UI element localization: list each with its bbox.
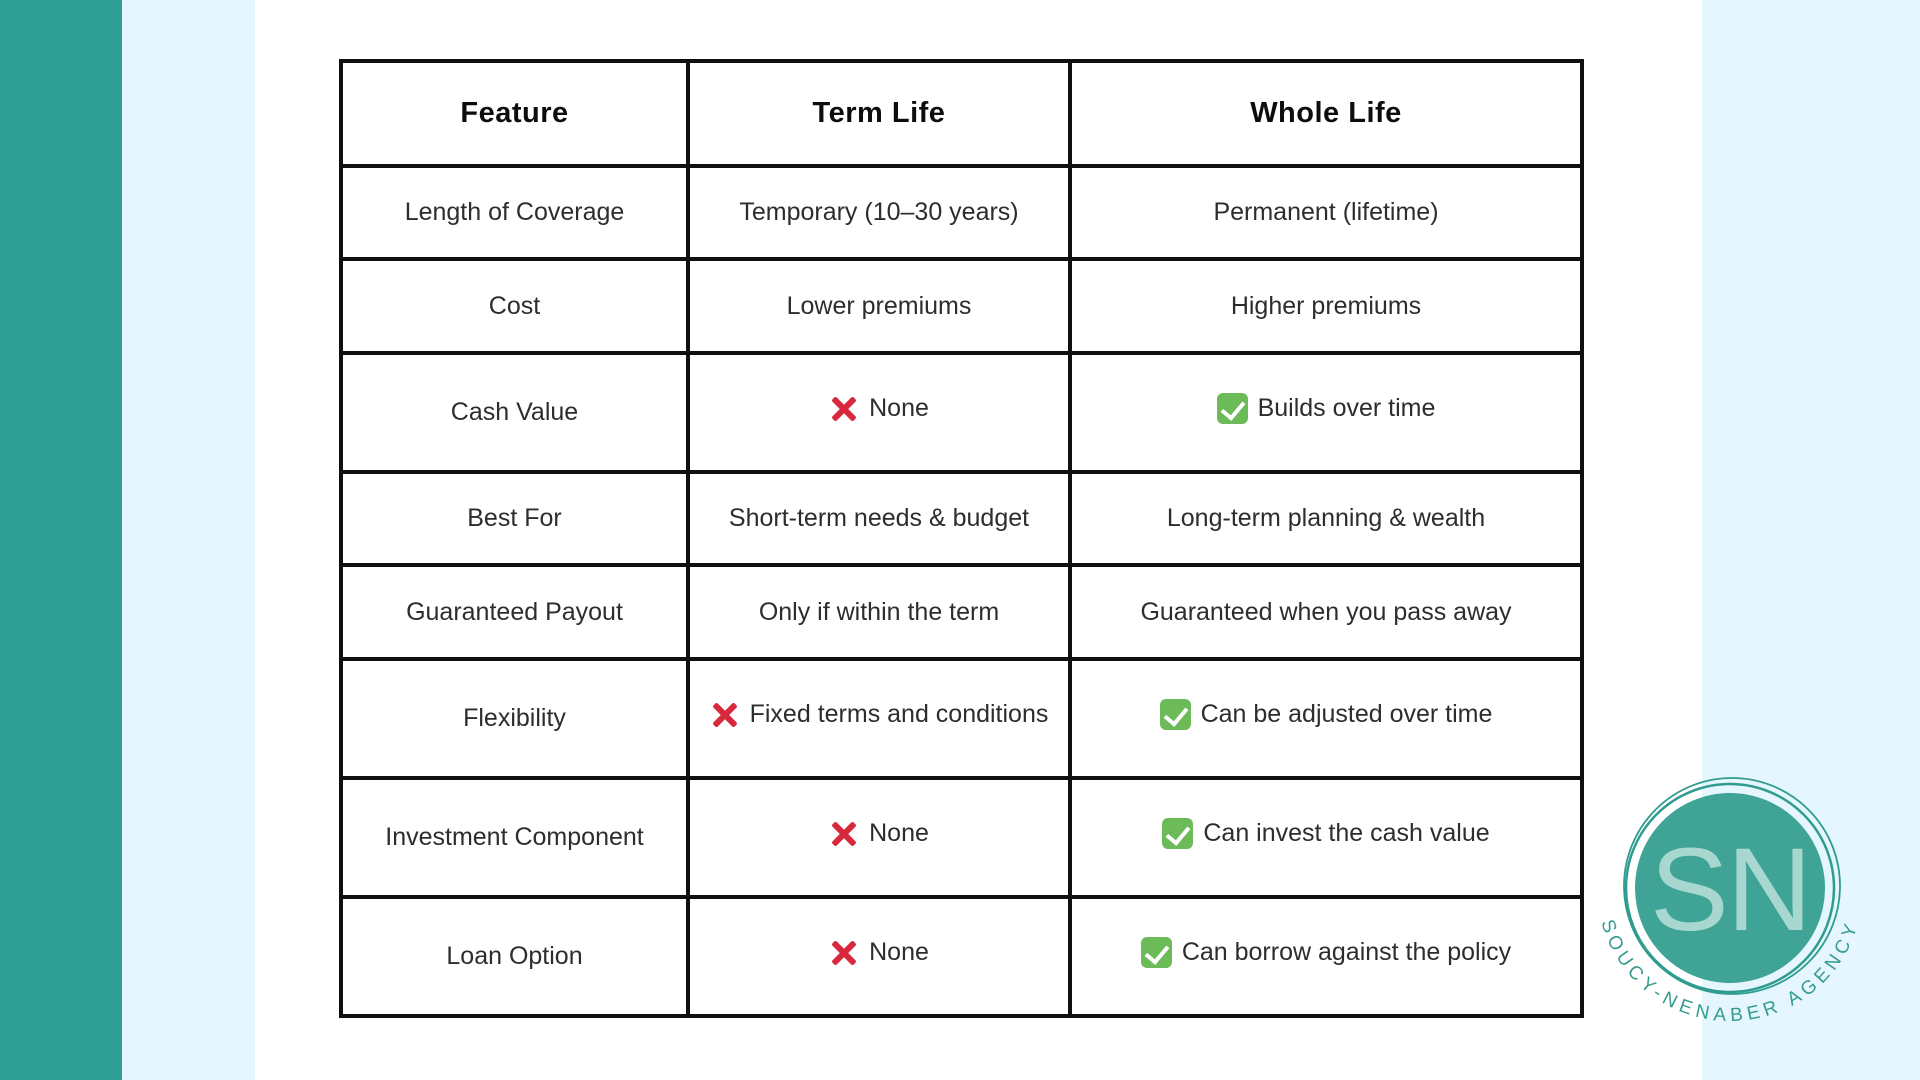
red-cross-icon [829, 394, 859, 424]
logo-ring-outer [1624, 782, 1836, 994]
feature-cell: Length of Coverage [339, 163, 690, 262]
header-term-life: Term Life [686, 59, 1072, 168]
green-check-icon [1159, 699, 1191, 731]
feature-cell: Best For [339, 469, 690, 568]
green-check-icon [1140, 937, 1172, 969]
header-feature: Feature [339, 59, 690, 168]
term-cell: Only if within the term [686, 563, 1072, 661]
left-lightblue-bar [122, 0, 255, 1080]
whole-cell: Can invest the cash value [1068, 775, 1584, 899]
agency-logo: SN SOUCY-NENABER AGENCY [1580, 770, 1880, 1070]
term-cell: None [686, 775, 1072, 899]
feature-cell: Loan Option [339, 894, 690, 1019]
whole-cell: Can borrow against the policy [1068, 894, 1584, 1019]
red-cross-icon [829, 819, 859, 849]
whole-cell: Higher premiums [1068, 257, 1584, 355]
table-row: Cash Value None Builds over time [339, 350, 1584, 474]
whole-cell-text: Can borrow against the policy [1181, 938, 1512, 967]
table-header-row: Feature Term Life Whole Life [339, 59, 1584, 168]
left-teal-bar [0, 0, 122, 1080]
logo-monogram: SN [1650, 824, 1810, 956]
header-whole-life: Whole Life [1068, 59, 1584, 168]
term-cell: None [686, 350, 1072, 474]
whole-cell: Long-term planning & wealth [1068, 469, 1584, 568]
table-row: Length of Coverage Temporary (10–30 year… [339, 163, 1584, 262]
term-cell: Temporary (10–30 years) [686, 163, 1072, 262]
feature-cell: Flexibility [339, 656, 690, 780]
term-cell: Lower premiums [686, 257, 1072, 355]
table-row: Loan Option None Can borrow against the … [339, 894, 1584, 1019]
term-cell-text: None [869, 394, 929, 423]
whole-cell-text: Can invest the cash value [1203, 819, 1490, 848]
table-row: Best For Short-term needs & budget Long-… [339, 469, 1584, 568]
feature-cell: Guaranteed Payout [339, 563, 690, 661]
green-check-icon [1216, 393, 1248, 425]
whole-cell-text: Can be adjusted over time [1200, 700, 1493, 729]
term-cell: Short-term needs & budget [686, 469, 1072, 568]
red-cross-icon [710, 700, 740, 730]
feature-cell: Cash Value [339, 350, 690, 474]
term-cell: None [686, 894, 1072, 1019]
term-cell-text: None [869, 938, 929, 967]
feature-cell: Investment Component [339, 775, 690, 899]
red-cross-icon [829, 938, 859, 968]
green-check-icon [1162, 818, 1194, 850]
whole-cell: Permanent (lifetime) [1068, 163, 1584, 262]
term-cell-text: Fixed terms and conditions [749, 700, 1049, 729]
agency-logo-graphic: SN SOUCY-NENABER AGENCY [1596, 777, 1859, 1026]
logo-circle [1635, 793, 1825, 983]
whole-cell-text: Builds over time [1257, 394, 1436, 423]
whole-cell: Builds over time [1068, 350, 1584, 474]
table-row: Guaranteed Payout Only if within the ter… [339, 563, 1584, 661]
whole-cell: Guaranteed when you pass away [1068, 563, 1584, 661]
table-row: Cost Lower premiums Higher premiums [339, 257, 1584, 355]
term-cell: Fixed terms and conditions [686, 656, 1072, 780]
comparison-table: Feature Term Life Whole Life Length of C… [339, 59, 1584, 1019]
feature-cell: Cost [339, 257, 690, 355]
table-row: Flexibility Fixed terms and conditions C… [339, 656, 1584, 780]
whole-cell: Can be adjusted over time [1068, 656, 1584, 780]
term-cell-text: None [869, 819, 929, 848]
table-row: Investment Component None Can invest the… [339, 775, 1584, 899]
logo-ring-sketch [1623, 777, 1841, 995]
